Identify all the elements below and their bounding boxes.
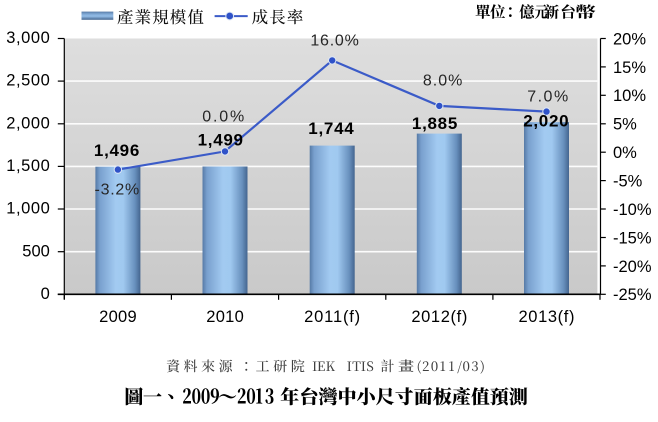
svg-text:2,000: 2,000 — [6, 114, 50, 132]
svg-text:2,500: 2,500 — [6, 72, 50, 90]
svg-text:10%: 10% — [613, 87, 646, 105]
svg-text:15%: 15% — [613, 59, 646, 77]
svg-text:-10%: -10% — [613, 201, 652, 219]
svg-text:1,499: 1,499 — [198, 131, 243, 150]
svg-text:2010: 2010 — [206, 308, 244, 326]
svg-text:16.0%: 16.0% — [310, 32, 359, 49]
svg-text:7.0%: 7.0% — [527, 89, 568, 106]
svg-text:500: 500 — [22, 242, 50, 260]
svg-text:-25%: -25% — [613, 286, 652, 304]
svg-text:1,500: 1,500 — [6, 157, 50, 175]
svg-text:8.0%: 8.0% — [423, 73, 463, 90]
svg-text:2011(f): 2011(f) — [304, 308, 360, 326]
svg-text:2012(f): 2012(f) — [411, 308, 467, 326]
svg-text:2,020: 2,020 — [523, 111, 568, 130]
svg-text:3,000: 3,000 — [6, 29, 50, 47]
svg-text:5%: 5% — [613, 116, 637, 134]
svg-text:2013(f): 2013(f) — [518, 308, 574, 326]
svg-text:2009: 2009 — [99, 308, 137, 326]
svg-text:-15%: -15% — [613, 229, 652, 247]
svg-text:1,496: 1,496 — [94, 141, 139, 160]
svg-text:0.0%: 0.0% — [202, 108, 244, 125]
svg-text:20%: 20% — [613, 30, 646, 48]
svg-text:1,000: 1,000 — [6, 200, 50, 218]
svg-text:1,885: 1,885 — [412, 114, 457, 133]
svg-text:0: 0 — [41, 285, 50, 303]
svg-text:-3.2%: -3.2% — [95, 182, 140, 199]
svg-text:-5%: -5% — [613, 173, 643, 191]
svg-text:0%: 0% — [613, 144, 637, 162]
svg-text:1,744: 1,744 — [308, 119, 354, 138]
svg-text:-20%: -20% — [613, 258, 652, 276]
